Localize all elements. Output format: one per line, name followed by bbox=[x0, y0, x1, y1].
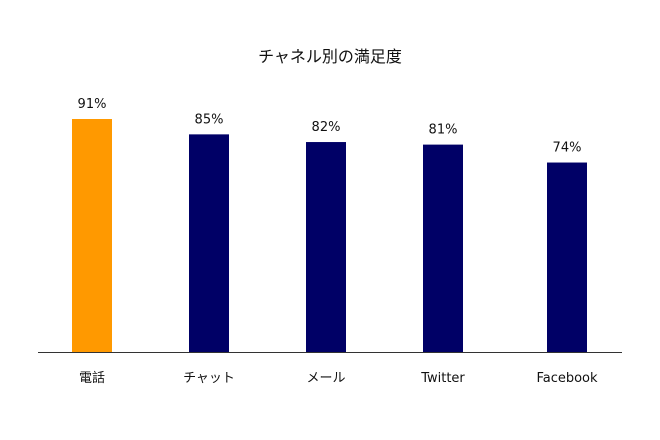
bar-5 bbox=[547, 162, 587, 352]
bar-1 bbox=[72, 119, 112, 352]
chart-title: チャネル別の満足度 bbox=[258, 47, 402, 66]
category-label-3: メール bbox=[306, 371, 345, 386]
bar-3 bbox=[306, 142, 346, 352]
data-label-2: 85% bbox=[195, 112, 224, 127]
category-label-2: チャット bbox=[183, 371, 235, 386]
bars-group bbox=[72, 119, 587, 352]
bar-4 bbox=[423, 144, 463, 352]
data-label-5: 74% bbox=[553, 141, 582, 156]
category-label-5: Facebook bbox=[536, 371, 598, 386]
category-labels-group: 電話 チャット メール Twitter Facebook bbox=[79, 370, 598, 386]
data-label-3: 82% bbox=[312, 120, 341, 135]
bar-2 bbox=[189, 134, 229, 352]
data-label-1: 91% bbox=[78, 97, 107, 112]
category-label-4: Twitter bbox=[420, 371, 465, 386]
value-labels-group: 91% 85% 82% 81% 74% bbox=[78, 97, 582, 156]
data-label-4: 81% bbox=[429, 123, 458, 138]
category-label-1: 電話 bbox=[79, 370, 105, 386]
